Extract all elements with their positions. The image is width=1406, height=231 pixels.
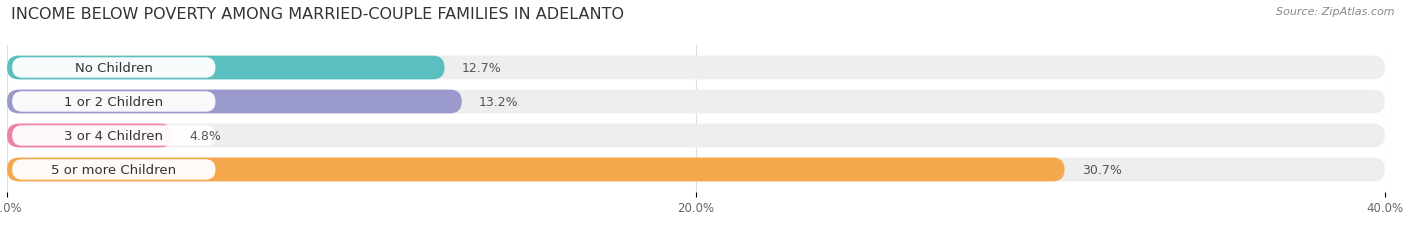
- FancyBboxPatch shape: [7, 124, 173, 148]
- Text: INCOME BELOW POVERTY AMONG MARRIED-COUPLE FAMILIES IN ADELANTO: INCOME BELOW POVERTY AMONG MARRIED-COUPL…: [11, 7, 624, 22]
- Text: 1 or 2 Children: 1 or 2 Children: [65, 96, 163, 109]
- FancyBboxPatch shape: [13, 160, 215, 180]
- FancyBboxPatch shape: [7, 56, 1385, 80]
- Text: 5 or more Children: 5 or more Children: [51, 163, 176, 176]
- Text: 30.7%: 30.7%: [1081, 163, 1122, 176]
- Text: No Children: No Children: [75, 62, 153, 75]
- Text: 4.8%: 4.8%: [190, 129, 222, 142]
- FancyBboxPatch shape: [7, 90, 1385, 114]
- FancyBboxPatch shape: [7, 90, 461, 114]
- Text: Source: ZipAtlas.com: Source: ZipAtlas.com: [1277, 7, 1395, 17]
- FancyBboxPatch shape: [7, 158, 1064, 182]
- FancyBboxPatch shape: [7, 124, 1385, 148]
- Text: 3 or 4 Children: 3 or 4 Children: [65, 129, 163, 142]
- FancyBboxPatch shape: [13, 58, 215, 78]
- FancyBboxPatch shape: [13, 126, 215, 146]
- FancyBboxPatch shape: [7, 56, 444, 80]
- FancyBboxPatch shape: [13, 92, 215, 112]
- Text: 12.7%: 12.7%: [461, 62, 502, 75]
- FancyBboxPatch shape: [7, 158, 1385, 182]
- Text: 13.2%: 13.2%: [479, 96, 519, 109]
